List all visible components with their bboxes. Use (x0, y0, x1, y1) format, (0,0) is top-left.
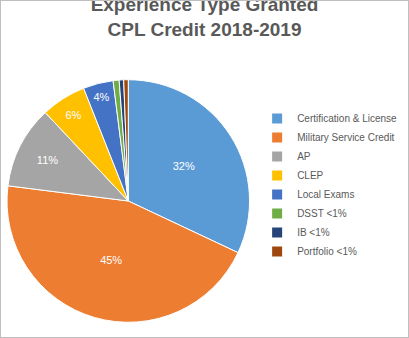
svg-text:CLEP: CLEP (297, 170, 323, 181)
svg-text:Local Exams: Local Exams (297, 189, 354, 200)
svg-text:11%: 11% (37, 154, 58, 166)
svg-text:Certification & License: Certification & License (297, 113, 397, 124)
svg-text:Experience Type GrantedCPL Cre: Experience Type GrantedCPL Credit 2018-2… (91, 1, 319, 40)
svg-text:AP: AP (297, 151, 311, 162)
svg-text:45%: 45% (100, 254, 122, 266)
svg-text:4%: 4% (93, 91, 109, 103)
svg-text:IB <1%: IB <1% (297, 227, 330, 238)
svg-text:Portfolio <1%: Portfolio <1% (297, 246, 357, 257)
svg-text:32%: 32% (173, 160, 195, 172)
svg-text:6%: 6% (65, 109, 81, 121)
svg-text:Military Service Credit: Military Service Credit (297, 132, 394, 143)
svg-text:DSST <1%: DSST <1% (297, 208, 347, 219)
